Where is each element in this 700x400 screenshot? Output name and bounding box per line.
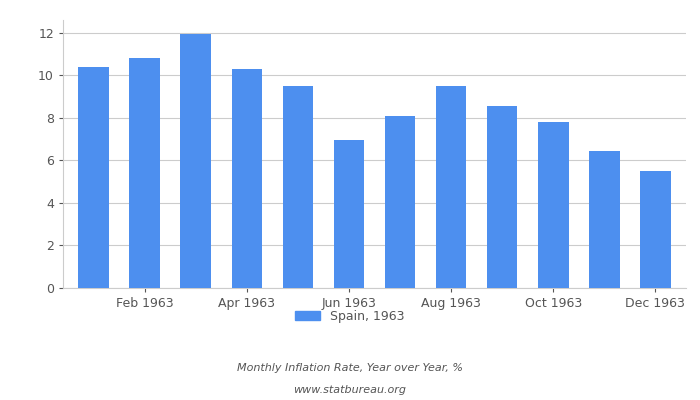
- Text: www.statbureau.org: www.statbureau.org: [293, 385, 407, 395]
- Bar: [232, 69, 262, 288]
- Text: Monthly Inflation Rate, Year over Year, %: Monthly Inflation Rate, Year over Year, …: [237, 363, 463, 373]
- Bar: [181, 34, 211, 288]
- Bar: [78, 67, 109, 288]
- Bar: [385, 116, 415, 288]
- Bar: [334, 140, 364, 288]
- Bar: [130, 58, 160, 288]
- Legend: Spain, 1963: Spain, 1963: [290, 305, 410, 328]
- Bar: [640, 171, 671, 288]
- Bar: [436, 86, 466, 288]
- Bar: [283, 86, 313, 288]
- Bar: [486, 106, 517, 288]
- Bar: [538, 122, 568, 288]
- Bar: [589, 151, 620, 288]
